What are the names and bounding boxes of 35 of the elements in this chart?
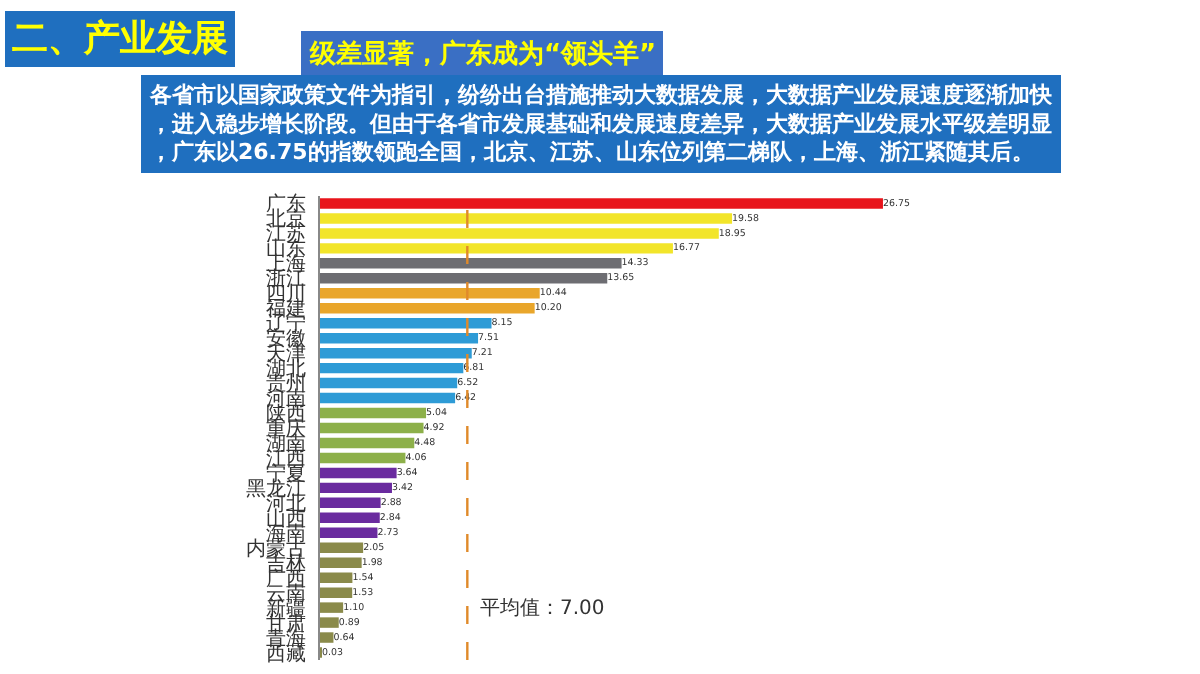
- bar: [320, 407, 427, 419]
- bar: [320, 572, 353, 583]
- bar: [320, 437, 415, 449]
- bar: [320, 332, 479, 344]
- bar: [320, 392, 456, 404]
- bar: [320, 512, 380, 524]
- bar: [320, 542, 364, 553]
- y-tick-label: 西藏: [266, 641, 306, 666]
- ref-line-label: 平均值：7.00: [480, 596, 605, 620]
- text: 各省市以国家政策文件为指引，纷纷出台措施推动大数据发展，大数据产业发展速度逐渐加快，进入稳步增长阶段。但由于各省市发展基础和发展速度差异，大数据产业发展水平级差明显，广东以26.75的指数领跑全国，北京、江苏、山东位列第二梯队，上海、浙江紧随其后。: [148, 82, 1054, 166]
- bar: [320, 362, 464, 374]
- bar: [320, 273, 608, 284]
- bar: [320, 213, 733, 224]
- bar: [320, 467, 397, 479]
- bar: [320, 303, 535, 314]
- bar: [320, 228, 719, 239]
- bar: [320, 482, 392, 494]
- bar: [320, 422, 424, 434]
- bar: [320, 288, 540, 299]
- bar: [320, 243, 673, 254]
- bar: [320, 632, 334, 643]
- bar: [320, 452, 406, 464]
- bar: [320, 587, 353, 598]
- chart-title: 二、产业发展: [12, 18, 228, 60]
- bar: [320, 527, 378, 539]
- bar: [320, 617, 339, 628]
- bar: [320, 347, 472, 359]
- bar: [320, 317, 492, 329]
- bar: [320, 602, 344, 613]
- bar: [320, 377, 458, 389]
- bar: [320, 198, 883, 209]
- chart-subtitle: 级差显著，广东成为“领头羊”: [308, 38, 657, 70]
- bar: [320, 557, 362, 568]
- bar: [320, 497, 381, 509]
- bar: [320, 258, 622, 269]
